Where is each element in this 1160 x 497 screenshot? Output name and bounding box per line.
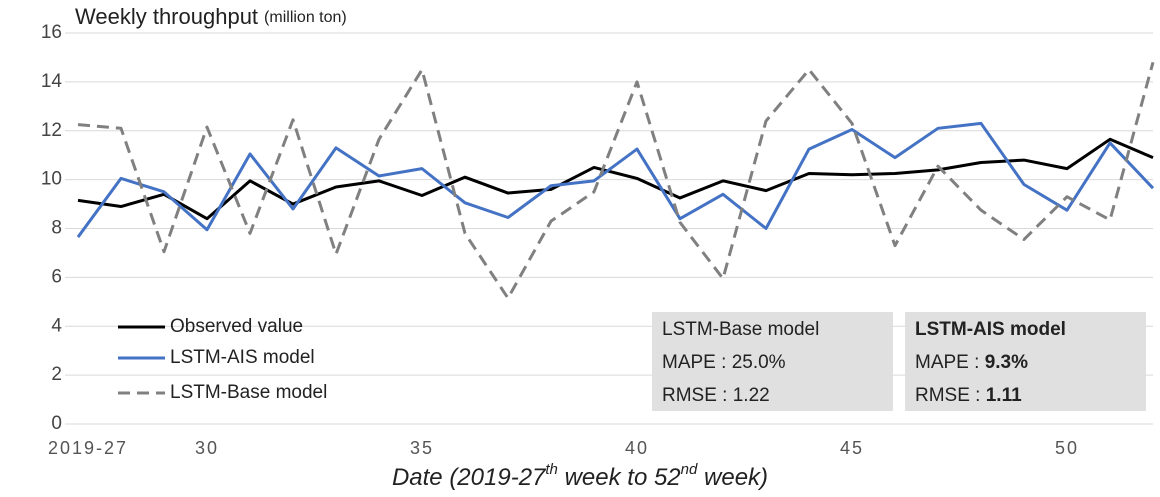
y-tick-label: 12 <box>41 120 62 141</box>
series-line <box>77 137 1154 221</box>
x-tick-label: 50 <box>1055 438 1079 458</box>
y-tick-label: 10 <box>41 169 62 190</box>
metric-label: MAPE : <box>662 352 732 373</box>
legend-label: LSTM-AIS model <box>170 347 315 368</box>
series-line <box>76 121 1155 238</box>
title-text: Weekly throughput <box>75 4 258 29</box>
metric-box <box>905 312 1146 411</box>
x-axis-label: Date (2019-27th week to 52nd week) <box>392 461 768 491</box>
metric-label: RMSE : <box>662 385 733 406</box>
metric-row: MAPE : 25.0% <box>662 352 786 373</box>
metric-value: 25.0% <box>732 352 786 373</box>
legend-label: LSTM-Base model <box>170 382 327 403</box>
metric-value: 9.3% <box>985 352 1028 373</box>
metric-value: 1.22 <box>733 385 770 406</box>
x-tick-label: 40 <box>625 438 649 458</box>
legend-label: Observed value <box>170 316 303 337</box>
y-tick-label: 8 <box>51 218 62 239</box>
x-axis-label-part: week to 52 <box>558 464 681 491</box>
x-axis-label-part: nd <box>681 461 698 478</box>
x-axis-label-part: th <box>545 461 558 478</box>
x-tick-label: 2019-27 <box>48 438 128 458</box>
metric-label: RMSE : <box>915 385 986 406</box>
y-tick-label: 4 <box>51 315 62 336</box>
metric-value: 1.11 <box>986 385 1022 406</box>
x-axis-label-part: Date (2019-27 <box>392 464 547 491</box>
x-tick-label: 30 <box>195 438 219 458</box>
series-line <box>77 61 1155 300</box>
y-tick-label: 6 <box>51 266 62 287</box>
metric-row: RMSE : 1.22 <box>662 385 770 406</box>
subtitle-text: (million ton) <box>264 9 347 26</box>
y-tick-label: 2 <box>51 364 62 385</box>
metric-box-title: LSTM-AIS model <box>915 319 1066 340</box>
chart-title: Weekly throughput (million ton) <box>75 4 347 29</box>
y-tick-label: 14 <box>41 71 63 92</box>
metric-row: MAPE : 9.3% <box>915 352 1028 373</box>
metric-label: MAPE : <box>915 352 985 373</box>
metric-row: RMSE : 1.11 <box>915 385 1022 406</box>
metric-box-title: LSTM-Base model <box>662 319 819 340</box>
x-tick-label: 45 <box>840 438 864 458</box>
y-tick-label: 16 <box>41 22 62 43</box>
x-tick-label: 35 <box>410 438 434 458</box>
x-axis-label-part: week) <box>697 464 768 491</box>
metric-box <box>652 312 893 411</box>
y-tick-label: 0 <box>51 413 62 434</box>
